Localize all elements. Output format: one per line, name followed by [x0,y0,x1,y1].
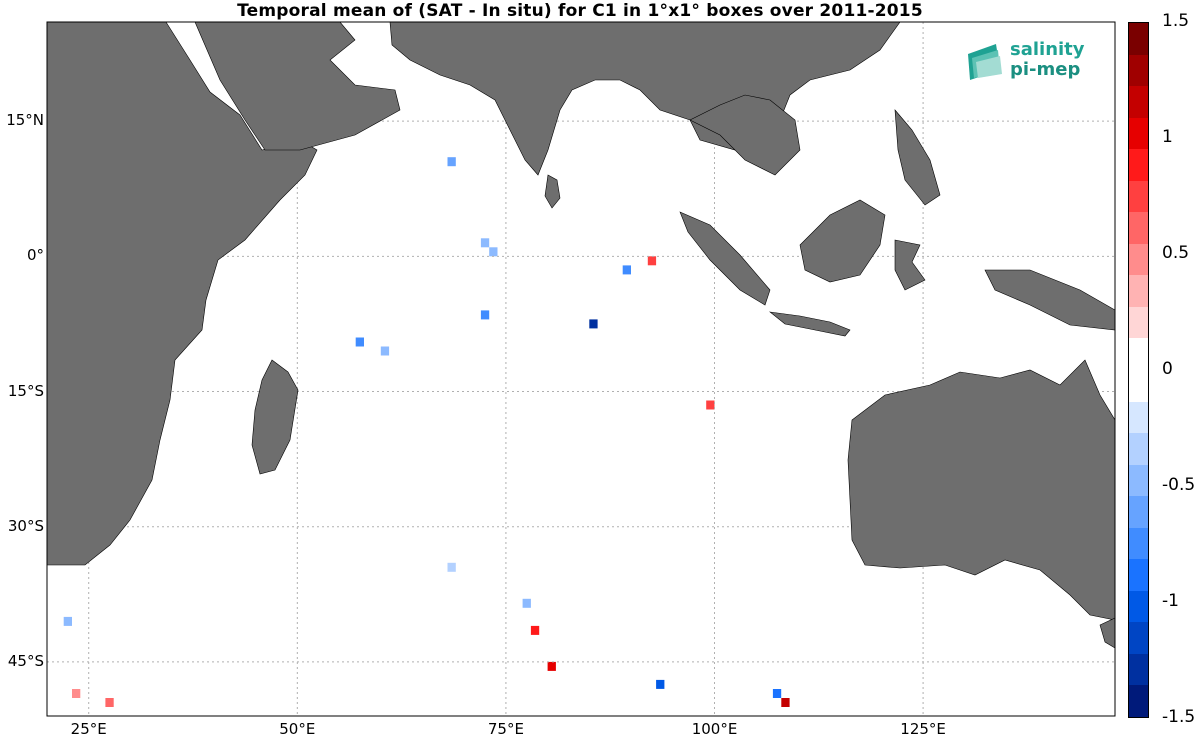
heatmap-cell [447,157,456,167]
colorbar-segment [1129,464,1148,497]
land-madagascar [251,359,299,475]
colorbar-tick-label: 1 [1162,127,1173,147]
colorbar-segment [1129,338,1148,371]
colorbar-segment [1129,559,1148,591]
colorbar-segment [1129,180,1148,213]
colorbar-segment [1129,401,1148,434]
land-java [768,311,851,337]
heatmap-cell [72,689,81,698]
land-africa [46,21,318,566]
colorbar [1128,22,1149,718]
heatmap-cell [589,319,598,329]
colorbar-segment [1129,275,1148,307]
colorbar-segment [1129,23,1148,55]
heatmap-cell [105,698,114,707]
heatmap-cell [547,661,556,671]
lat-tick-label: 15°N [6,111,44,130]
lat-tick-label: 15°S [7,381,44,400]
heatmap-cell [63,616,72,626]
colorbar-segment [1129,306,1148,339]
heatmap-cell [622,265,631,275]
land-sri-lanka [544,174,561,209]
heatmap-cells [63,157,790,707]
colorbar-segment [1129,622,1148,654]
land-sulawesi [894,239,926,291]
lat-tick-label: 45°S [7,651,44,670]
colorbar-segment [1129,433,1148,465]
colorbar-segment [1129,149,1148,181]
colorbar-tick-label: 0.5 [1162,243,1190,263]
heatmap-cell [355,337,364,347]
heatmap-cell [706,400,715,410]
heatmap-cell [480,310,490,320]
lon-tick-label: 50°E [279,720,316,738]
land-india-asia [389,21,901,176]
colorbar-segment [1129,496,1148,528]
colorbar-segment [1129,653,1148,686]
colorbar-tick-label: -1 [1162,591,1179,611]
land-indochina [689,94,801,176]
colorbar-segment [1129,685,1148,717]
colorbar-tick-label: 0 [1162,359,1173,379]
colorbar-tick-label: -1.5 [1162,707,1196,727]
heatmap-cell [380,346,390,356]
logo-text-salinity: salinity [1010,39,1085,60]
colorbar-segment [1129,590,1148,623]
colorbar-segment [1129,527,1148,560]
heatmap-cell [447,562,456,572]
colorbar-segment [1129,370,1148,402]
colorbar-tick-label: 1.5 [1162,11,1190,31]
heatmap-cell [656,679,665,689]
lon-tick-label: 75°E [487,720,524,738]
colorbar-segment [1129,117,1148,150]
colorbar-segment [1129,243,1148,276]
colorbar-tick-label: -0.5 [1162,475,1196,495]
land-sumatra [679,211,771,306]
logo-text-pi-mep: pi-mep [1010,59,1081,80]
landmass [46,21,1116,649]
lat-tick-label: 30°S [7,516,44,535]
heatmap-cell [647,256,657,266]
plot-frame [46,21,1116,717]
heatmap-cell [772,689,782,698]
land-philippines [894,109,941,206]
wave-logo-icon [968,44,1002,80]
map-title: Temporal mean of (SAT - In situ) for C1 … [237,1,923,21]
heatmap-cell [530,625,540,635]
lon-tick-label: 100°E [691,720,738,738]
land-arabia [194,21,401,151]
land-australia [847,359,1116,621]
lon-tick-label: 25°E [70,720,107,738]
lat-tick-label: 0° [26,246,44,265]
heatmap-cell [522,598,531,608]
salinity-pi-mep-logo: salinity pi-mep [966,40,1086,84]
lon-tick-label: 125°E [900,720,946,738]
colorbar-segment [1129,86,1148,118]
heatmap-cell [489,247,498,257]
colorbar-segment [1129,212,1148,244]
heatmap-cell [781,698,790,707]
colorbar-segment [1129,54,1148,87]
land-borneo [799,199,886,283]
heatmap-cell [480,238,490,248]
